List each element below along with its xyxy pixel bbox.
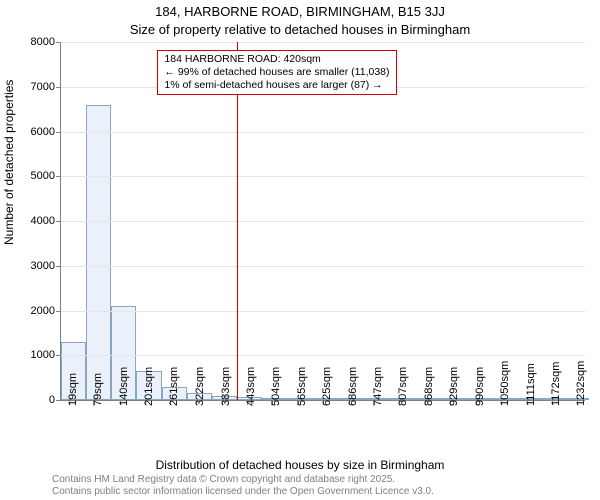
x-tick-label: 565sqm <box>296 367 308 406</box>
y-tick-label: 1000 <box>31 349 61 361</box>
gridline-h <box>61 266 585 267</box>
y-tick-label: 2000 <box>31 305 61 317</box>
gridline-h <box>61 221 585 222</box>
x-tick-label: 929sqm <box>448 367 460 406</box>
y-tick-label: 3000 <box>31 260 61 272</box>
y-tick-label: 6000 <box>31 126 61 138</box>
chart-container: 184, HARBORNE ROAD, BIRMINGHAM, B15 3JJ … <box>0 0 600 500</box>
gridline-h <box>61 311 585 312</box>
x-tick-label: 140sqm <box>118 367 130 406</box>
y-tick-label: 0 <box>49 394 61 406</box>
gridline-h <box>61 132 585 133</box>
reference-line <box>237 42 238 400</box>
gridline-h <box>61 355 585 356</box>
chart-subtitle: Size of property relative to detached ho… <box>0 22 600 37</box>
y-tick-label: 7000 <box>31 81 61 93</box>
y-axis-label: Number of detached properties <box>2 80 16 245</box>
attribution-line: Contains public sector information licen… <box>52 486 434 498</box>
chart-title: 184, HARBORNE ROAD, BIRMINGHAM, B15 3JJ <box>0 4 600 19</box>
x-tick-label: 990sqm <box>474 367 486 406</box>
plot-area: 01000200030004000500060007000800019sqm79… <box>60 42 585 401</box>
x-tick-label: 383sqm <box>220 367 232 406</box>
x-tick-label: 686sqm <box>347 367 359 406</box>
x-tick-label: 868sqm <box>423 367 435 406</box>
attribution-line: Contains HM Land Registry data © Crown c… <box>52 474 434 486</box>
x-tick-label: 807sqm <box>397 367 409 406</box>
y-tick-label: 8000 <box>31 36 61 48</box>
x-tick-label: 261sqm <box>168 367 180 406</box>
annotation-box: 184 HARBORNE ROAD: 420sqm← 99% of detach… <box>157 50 396 95</box>
x-tick-label: 747sqm <box>372 367 384 406</box>
x-tick-label: 504sqm <box>270 367 282 406</box>
annotation-line: 184 HARBORNE ROAD: 420sqm <box>164 53 389 66</box>
x-tick-label: 19sqm <box>67 373 79 406</box>
x-tick-label: 79sqm <box>92 373 104 406</box>
x-tick-label: 625sqm <box>321 367 333 406</box>
x-axis-label: Distribution of detached houses by size … <box>0 458 600 472</box>
gridline-h <box>61 176 585 177</box>
x-tick-label: 1050sqm <box>499 361 511 406</box>
x-tick-label: 1111sqm <box>525 363 537 406</box>
x-tick-label: 1172sqm <box>550 362 562 406</box>
y-tick-label: 5000 <box>31 170 61 182</box>
attribution-text: Contains HM Land Registry data © Crown c… <box>52 474 434 498</box>
annotation-line: 1% of semi-detached houses are larger (8… <box>164 79 389 92</box>
y-tick-label: 4000 <box>31 215 61 227</box>
x-tick-label: 322sqm <box>194 367 206 406</box>
annotation-line: ← 99% of detached houses are smaller (11… <box>164 66 389 79</box>
x-tick-label: 201sqm <box>143 367 155 406</box>
x-tick-label: 443sqm <box>245 367 257 406</box>
x-tick-label: 1232sqm <box>575 361 587 406</box>
gridline-h <box>61 42 585 43</box>
